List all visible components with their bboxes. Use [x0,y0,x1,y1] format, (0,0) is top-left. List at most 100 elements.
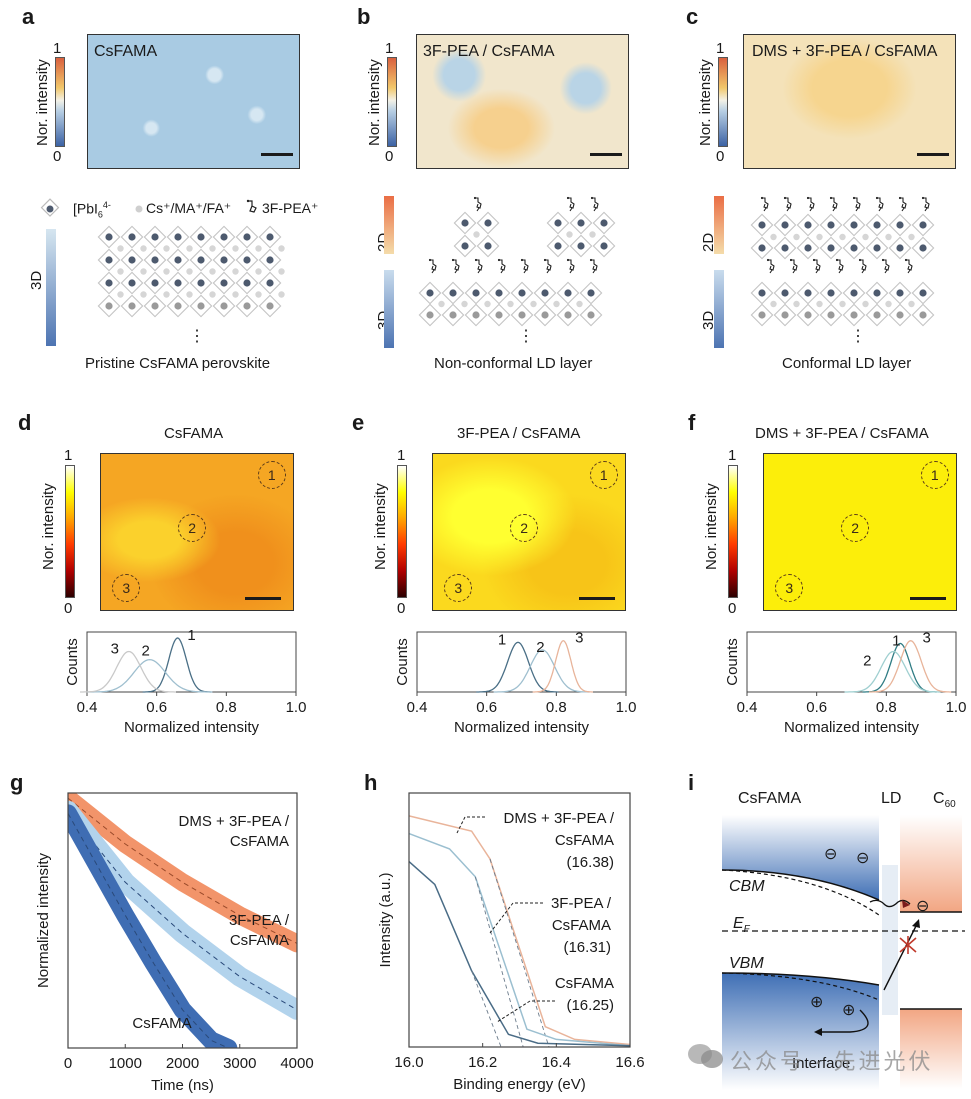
spacer-molecule [568,197,575,212]
spacer-atom [589,258,593,262]
pb-atom [105,233,113,241]
series-label: CsFAMA [555,975,614,992]
lattice-conformal [750,196,935,327]
gradient-bar-2d [714,196,724,254]
histogram-curve-2 [844,650,941,693]
pb-atom [105,256,113,264]
a-site-cation [209,268,216,275]
colorbar-label: Nor. intensity [703,483,720,570]
x-tick-label: 1000 [109,1055,142,1072]
pb-atom [873,221,881,229]
spacer-atom [428,258,432,262]
a-site-cation [255,291,262,298]
series-label: CsFAMA [132,1015,191,1032]
x-tick-label: 0.8 [876,699,897,716]
pb-atom [174,302,182,310]
spacer-molecule [906,259,913,274]
spacer-molecule [900,197,907,212]
x-axis-label: Time (ns) [151,1077,214,1094]
histogram-curve-3 [80,650,176,693]
caption-b: Non-conformal LD layer [434,355,593,372]
conduction-band [722,815,879,900]
spacer-atom [812,258,816,262]
a-site-cation [839,300,846,308]
colorbar-label: Nor. intensity [40,483,57,570]
histogram-label-3: 3 [923,630,931,647]
pl-map-e: 1 2 3 [432,453,626,611]
region-marker-1: 1 [257,460,286,489]
spacer-molecule [762,197,769,212]
map-title-d: CsFAMA [164,425,224,442]
colorbar [718,57,728,147]
pb-atom [495,289,503,297]
pb-atom [804,289,812,297]
ups-curve [408,815,631,1046]
a-site-cation [885,300,892,308]
spacer-atom [766,258,770,262]
cation-dot-icon [135,205,143,213]
pb-atom [804,311,812,319]
spacer-molecule [814,259,821,274]
pb-atom [266,302,274,310]
pb-atom [827,244,835,252]
colorbar-max: 1 [728,447,737,464]
spacer-molecule [837,259,844,274]
pb-atom [220,279,228,287]
region-marker-2: 2 [178,514,207,543]
a-site-cation [793,233,800,241]
a-site-cation [589,231,596,238]
caption-c: Conformal LD layer [782,355,912,372]
panel-label-e: e [352,410,365,435]
a-site-cation [140,291,147,298]
trpl-chart: 0 1000 2000 3000 4000 Time (ns) Normalized int… [35,792,314,1094]
pb-atom [919,221,927,229]
series-label: (16.25) [566,997,614,1014]
pb-atom [243,256,251,264]
a-site-cation [862,300,869,308]
spacer-atom [566,258,570,262]
pb-atom [472,311,480,319]
pb-atom [128,256,136,264]
spacer-molecule [475,197,482,212]
histogram-label-2: 2 [863,653,871,670]
a-site-cation [140,268,147,275]
region-marker-3: 3 [775,574,804,603]
colorbar-min: 0 [385,148,394,165]
pb-atom [896,311,904,319]
colorbar [65,465,75,598]
pb-atom [197,233,205,241]
pb-atom [587,311,595,319]
spacer-molecule [453,259,460,274]
afm-map-c: DMS + 3F-PEA / CsFAMA [743,34,956,169]
a-site-cation [530,300,537,308]
pb-atom [128,233,136,241]
y-axis-label: Intensity (a.u.) [377,872,394,967]
ellipsis: ⋮ [518,328,534,345]
spacer-molecule [854,197,861,212]
map-title: 3F-PEA / CsFAMA [423,43,555,60]
gradient-bar-2d [384,196,394,254]
a-site-cation [484,300,491,308]
scale-bar [917,153,949,156]
pbi6-octahedron-icon [40,198,60,217]
pb-atom [600,242,608,250]
pb-atom [266,233,274,241]
pb-atom [554,242,562,250]
a-site-cation [770,233,777,241]
plot-frame [416,631,627,693]
label-leader-line [489,902,543,934]
hole-icon: ⊕ [842,1002,856,1019]
spacer-atom [875,196,879,200]
spacer-atom [497,258,501,262]
valence-band [722,973,879,1090]
pb-atom [896,289,904,297]
spacer-molecule [831,197,838,212]
pb-atom [781,289,789,297]
colorbar [397,465,407,598]
pb-atom [919,311,927,319]
y-axis-label: Counts [64,638,81,686]
scale-bar [579,597,615,600]
a-site-cation [793,300,800,308]
x-tick-label: 0.6 [476,699,497,716]
colorbar-min: 0 [716,148,725,165]
